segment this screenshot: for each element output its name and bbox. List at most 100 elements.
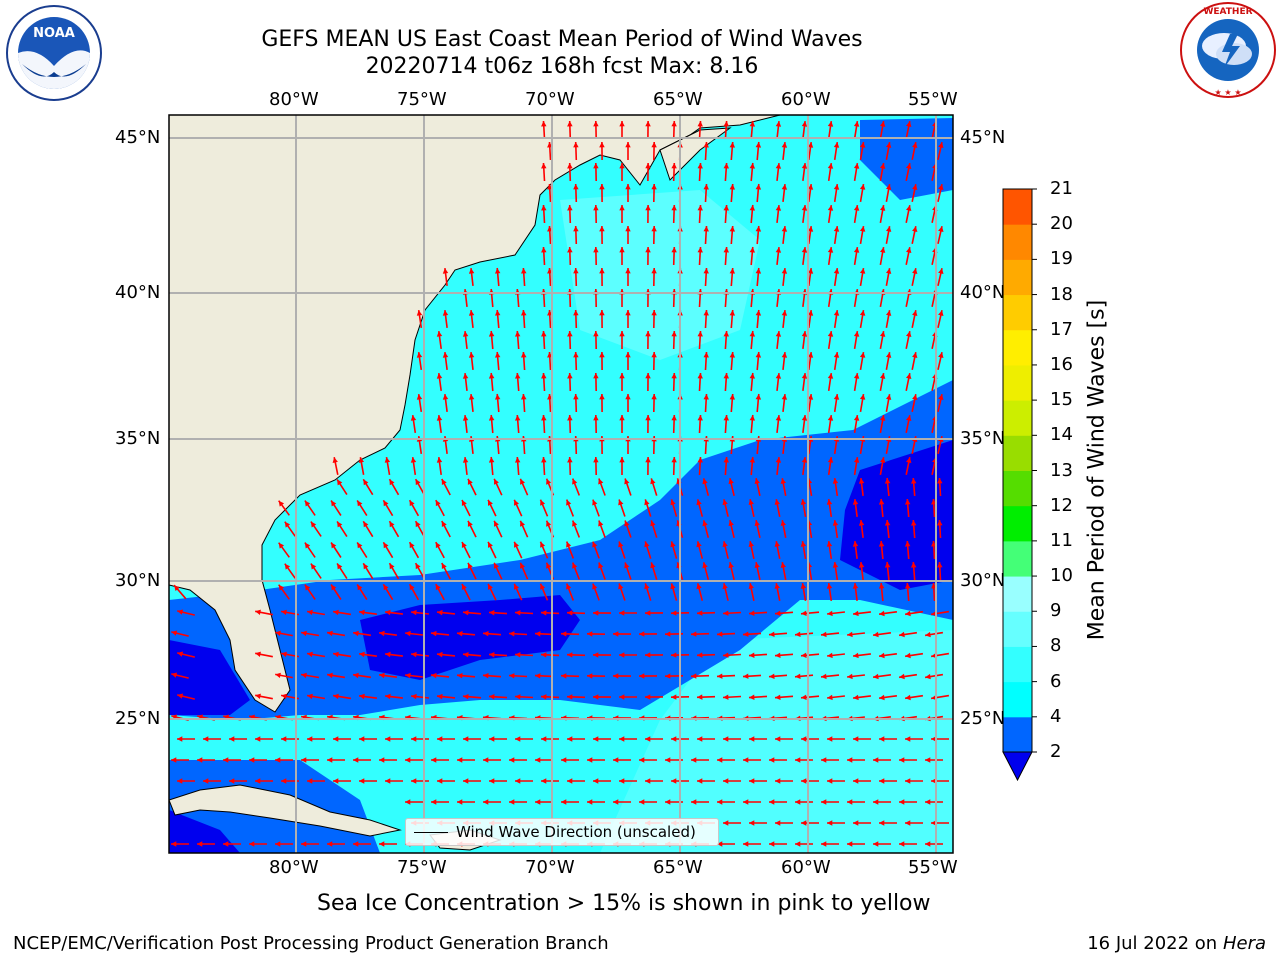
wave-arrow-head [645,205,651,211]
wave-arrow-head [827,652,833,659]
wave-arrow-head [301,630,307,637]
wave-arrow-head [567,610,573,616]
wave-arrow-head [847,841,853,847]
wave-arrow-head [599,394,605,400]
wave-arrow-head [795,673,801,679]
wave-arrow-head [489,652,495,658]
wave-arrow-head [436,331,443,337]
wave-arrow-head [573,310,579,316]
wave-arrow-head [723,121,729,127]
wave-arrow-head [301,672,307,679]
wave-arrow-head [906,373,912,379]
wave-arrow-head [925,631,931,638]
wave-arrow-head [853,736,859,742]
wave-arrow-head [462,457,469,463]
wave-arrow-head [906,163,912,169]
wave-arrow-head [691,799,697,805]
colorbar-segment [1003,540,1032,577]
wave-arrow-head [619,694,625,700]
wave-arrow-head [613,673,619,679]
wave-arrow-head [255,651,261,657]
wave-arrow-head [775,121,782,127]
wave-arrow-head [385,778,391,784]
wave-arrow-head [729,226,735,232]
wave-arrow-head [749,247,755,253]
wave-arrow-head [331,500,337,507]
wave-arrow-head [593,205,599,211]
footer-date: 16 Jul 2022 on Hera [1087,933,1266,954]
wave-arrow-head [833,142,840,148]
wave-arrow-head [405,672,411,679]
colorbar-tick-label: 21 [1050,178,1073,199]
wave-arrow-head [561,673,567,679]
wave-arrow-head [197,841,203,847]
wave-arrow-head [847,757,853,763]
wave-arrow-head [795,841,801,847]
wave-arrow-head [781,226,788,232]
land-cuba [169,784,402,837]
wave-arrow-head [619,163,625,169]
wave-arrow-head [411,651,417,658]
wave-arrow-head [880,121,886,127]
wave-arrow-head [337,479,343,486]
lat-label-right: 40°N [960,282,1006,303]
wave-arrow-head [873,757,879,763]
wave-arrow-head [333,693,339,700]
wave-arrow-head [911,520,917,526]
wave-arrow-head [467,478,473,485]
wave-arrow-head [281,778,287,784]
wave-arrow-head [769,757,775,763]
wave-arrow-head [729,268,735,274]
colorbar-segment [1003,329,1032,366]
wave-arrow-head [827,121,834,127]
colorbar-segment [1003,681,1032,718]
wave-arrow-head [697,610,703,616]
wave-arrow-head [905,499,911,505]
wave-arrow-head [775,736,781,742]
wave-arrow-head [573,394,579,400]
wave-arrow-head [801,736,807,742]
wave-arrow-head [717,673,723,679]
wave-arrow-head [359,609,365,616]
wave-arrow-head [781,310,788,316]
wave-arrow-head [853,820,859,826]
footer-machine: Hera [1222,933,1266,954]
wave-arrow-head [899,631,905,638]
wave-arrow-head [599,310,605,316]
wave-arrow-head [468,394,475,400]
wave-arrow-head [696,499,702,506]
wave-arrow-head [729,394,735,400]
wave-arrow-head [203,736,209,742]
wave-arrow-head [515,457,521,463]
wave-arrow-head [644,583,650,590]
lat-label-left: 25°N [115,708,161,729]
wave-arrow-head [859,310,866,316]
wave-arrow-head [728,520,734,527]
wave-arrow-head [827,820,833,826]
wave-arrow-head [884,562,891,568]
wave-arrow-head [567,694,573,700]
wave-arrow-head [749,820,755,826]
wave-arrow-head [624,520,630,527]
wave-arrow-head [385,736,391,742]
wave-arrow-head [651,142,657,148]
wave-arrow-head [461,542,467,548]
wave-arrow-head [410,457,417,463]
wave-arrow-head [363,479,369,486]
wave-arrow-head [409,542,415,549]
wave-arrow-head [410,415,417,421]
wave-arrow-head [729,352,735,358]
wave-arrow-head [598,520,604,527]
wave-arrow-head [174,585,180,591]
wave-arrow-head [435,584,441,591]
wave-arrow-head [331,542,337,549]
wave-arrow-head [593,778,599,784]
wave-arrow-head [769,841,775,847]
wave-arrow-head [886,352,892,358]
wave-arrow-head [938,226,944,232]
wave-arrow-head [821,841,827,847]
wave-arrow-head [717,757,723,763]
wave-arrow-head [639,757,645,763]
wave-arrow-head [514,499,519,506]
